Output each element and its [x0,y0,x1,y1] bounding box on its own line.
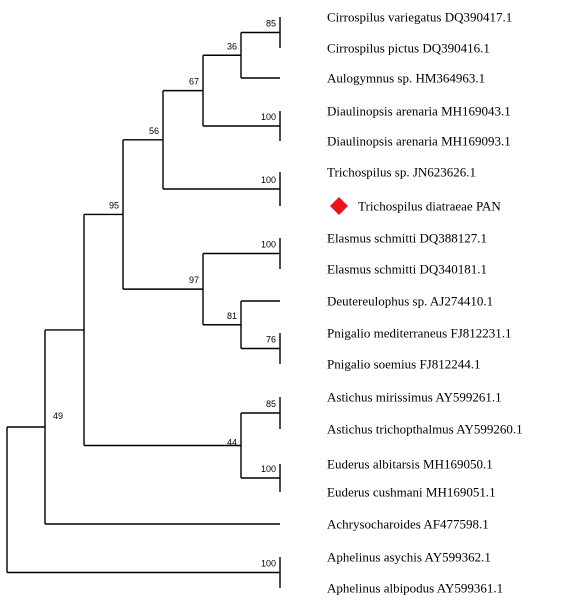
taxon-label: Diaulinopsis arenaria MH169043.1 [327,104,511,119]
support-value-n_49: 49 [53,411,63,421]
highlight-diamond-icon [330,197,348,215]
taxon-label: Aphelinus albipodus AY599361.1 [327,581,503,596]
taxon-label: Pnigalio soemius FJ812244.1 [327,357,481,372]
support-value-n_67: 67 [189,77,199,87]
taxon-label: Aphelinus asychis AY599362.1 [327,550,491,565]
taxon-label: Achrysocharoides AF477598.1 [327,517,489,532]
taxon-label: Diaulinopsis arenaria MH169093.1 [327,134,511,149]
support-value-n_elasmus: 100 [261,240,276,250]
support-value-n_euderus: 100 [261,464,276,474]
support-value-n_97: 97 [189,275,199,285]
support-value-n_aphel: 100 [261,559,276,569]
taxon-label: Elasmus schmitti DQ388127.1 [327,231,487,246]
taxon-label: Elasmus schmitti DQ340181.1 [327,262,487,277]
support-value-n_cirr_aulo: 36 [227,41,237,51]
taxon-label: Euderus albitarsis MH169050.1 [327,457,493,472]
support-value-n_astichus: 85 [266,399,276,409]
taxon-label: Astichus mirissimus AY599261.1 [327,390,502,405]
support-value-n_cv_cp: 85 [266,19,276,29]
taxon-label: Deutereulophus sp. AJ274410.1 [327,294,493,309]
support-value-n_44: 44 [227,438,237,448]
taxon-label: Aulogymnus sp. HM364963.1 [327,71,485,86]
taxon-label: Pnigalio mediterraneus FJ812231.1 [327,326,512,341]
taxon-label: Cirrospilus pictus DQ390416.1 [327,41,490,56]
support-value-n_81: 81 [227,311,237,321]
taxon-label: Cirrospilus variegatus DQ390417.1 [327,10,512,25]
support-value-n_diaul: 100 [261,112,276,122]
support-value-n_pnig: 76 [266,335,276,345]
taxon-label: Euderus cushmani MH169051.1 [327,485,496,500]
taxon-label: Astichus trichopthalmus AY599260.1 [327,422,523,437]
support-value-n_95: 95 [109,200,119,210]
taxon-label: Trichospilus diatraeae PAN [358,199,501,214]
support-value-n_56: 56 [149,126,159,136]
taxon-label: Trichospilus sp. JN623626.1 [327,165,476,180]
support-value-n_trich: 100 [261,175,276,185]
